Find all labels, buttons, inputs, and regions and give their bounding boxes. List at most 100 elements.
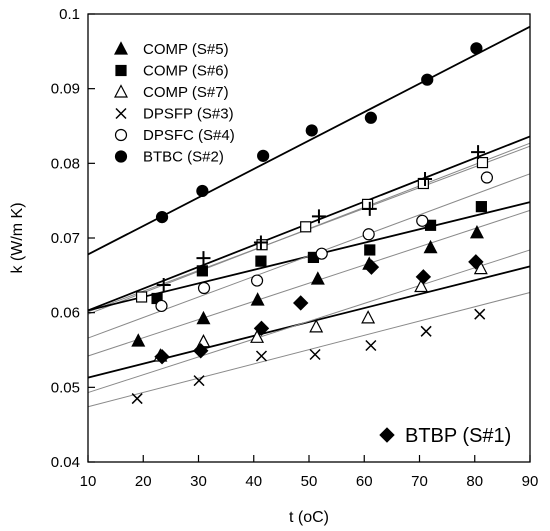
data-point-diamond-filled [293,295,309,311]
y-tick-label: 0.09 [51,81,80,98]
data-point-triangle-filled [196,310,211,325]
x-axis-label: t (oC) [289,509,329,526]
data-point-triangle-open [414,278,429,293]
fit-line-10 [87,292,531,408]
data-point-plus [156,278,171,293]
data-point-x [193,375,205,387]
legend-entry: COMP (S#5) [114,41,229,58]
legend-marker-triangle-open [114,84,128,98]
series-2 [151,201,487,305]
data-point-triangle-filled [310,271,325,285]
series-9 [156,145,486,293]
legend-label: DPSFC (S#4) [143,127,235,144]
y-tick-label: 0.08 [51,155,80,172]
data-point-triangle-open [250,329,265,343]
y-axis-ticks: 0.04 0.05 0.06 0.07 0.08 0.09 0.1 [51,6,95,471]
data-point-diamond-filled [363,259,380,275]
series-7 [154,254,484,365]
data-point-circle-open [315,247,328,260]
data-point-circle-filled [470,42,483,55]
series-1 [131,224,484,347]
x-tick-label: 10 [80,473,97,490]
data-point-circle-open [197,281,211,295]
x-tick-label: 20 [135,473,152,490]
data-point-triangle-filled [423,239,438,254]
x-tick-label: 70 [411,473,428,490]
data-point-square-filled [196,265,208,277]
data-point-x [255,350,268,362]
legend-marker-diamond-filled [379,427,395,443]
fit-line-7 [87,209,531,357]
data-point-circle-open [416,214,429,227]
data-point-triangle-filled [131,333,146,347]
legend-label: COMP (S#6) [143,63,229,80]
y-tick-label: 0.06 [51,305,80,322]
data-point-x [474,308,486,320]
y-tick-label: 0.07 [51,230,80,247]
data-point-x [131,393,143,405]
data-point-diamond-filled [415,269,432,285]
data-point-circle-open [250,274,264,287]
legend-entry: COMP (S#7) [114,84,229,101]
legend-entry: DPSFP (S#3) [115,106,234,123]
y-tick-label: 0.04 [51,454,80,471]
data-point-circle-filled [155,210,169,224]
data-point-circle-open [480,171,494,184]
x-axis-ticks: 10 20 30 40 50 60 70 80 90 [80,455,539,490]
x-tick-label: 60 [356,473,373,490]
data-point-x [365,339,377,352]
y-tick-label: 0.1 [59,6,80,23]
legend-marker-x [115,107,127,120]
data-point-square-open [256,239,268,251]
data-point-plus [311,209,326,224]
data-point-diamond-filled [193,343,209,359]
legend-entry: BTBC (S#2) [114,149,224,166]
legend-label: COMP (S#5) [143,41,229,58]
data-point-diamond-filled [253,320,270,337]
y-tick-label: 0.05 [51,379,80,396]
data-point-diamond-filled [468,254,484,270]
data-point-plus [471,145,486,160]
data-point-square-filled [364,244,376,256]
legend-label: BTBP (S#1) [405,425,511,447]
y-axis-label: k (W/m K) [9,202,26,273]
x-tick-label: 80 [466,473,483,490]
data-point-triangle-filled [469,224,484,239]
x-tick-label: 90 [522,473,539,490]
legend: COMP (S#5) COMP (S#6) COMP (S#7) DPSFP (S#3… [114,41,511,447]
data-point-diamond-filled [154,349,170,365]
fit-line-9 [87,249,531,394]
data-point-circle-filled [257,149,270,162]
data-point-circle-open [155,299,168,313]
data-point-plus [253,235,268,250]
legend-marker-square-filled [115,64,127,77]
data-point-triangle-filled [250,292,265,306]
legend-label: COMP (S#7) [143,84,229,101]
data-point-x [309,348,321,361]
legend-entry: BTBP (S#1) [379,425,511,447]
x-tick-label: 30 [190,473,207,490]
data-point-circle-filled [305,124,318,137]
legend-marker-triangle-filled [114,41,128,55]
series-4 [131,308,486,405]
data-point-triangle-open [473,260,488,275]
data-point-square-filled [255,255,267,267]
data-point-square-filled [475,201,487,213]
legend-marker-circle-filled [114,150,128,163]
plot-area [88,14,530,462]
legend-entry: DPSFC (S#4) [114,127,235,144]
data-point-plus [362,201,377,216]
data-point-plus [196,251,211,266]
series-6 [155,42,483,224]
data-point-circle-filled [196,184,209,198]
data-point-circle-open [362,228,375,241]
legend-label: BTBC (S#2) [143,149,224,166]
data-point-square-open [476,156,489,169]
legend-label: DPSFP (S#3) [143,106,234,123]
x-tick-label: 50 [301,473,318,490]
data-point-circle-filled [421,73,434,86]
data-point-triangle-open [309,319,324,333]
data-point-circle-filled [364,111,377,124]
data-point-square-open [135,291,148,303]
